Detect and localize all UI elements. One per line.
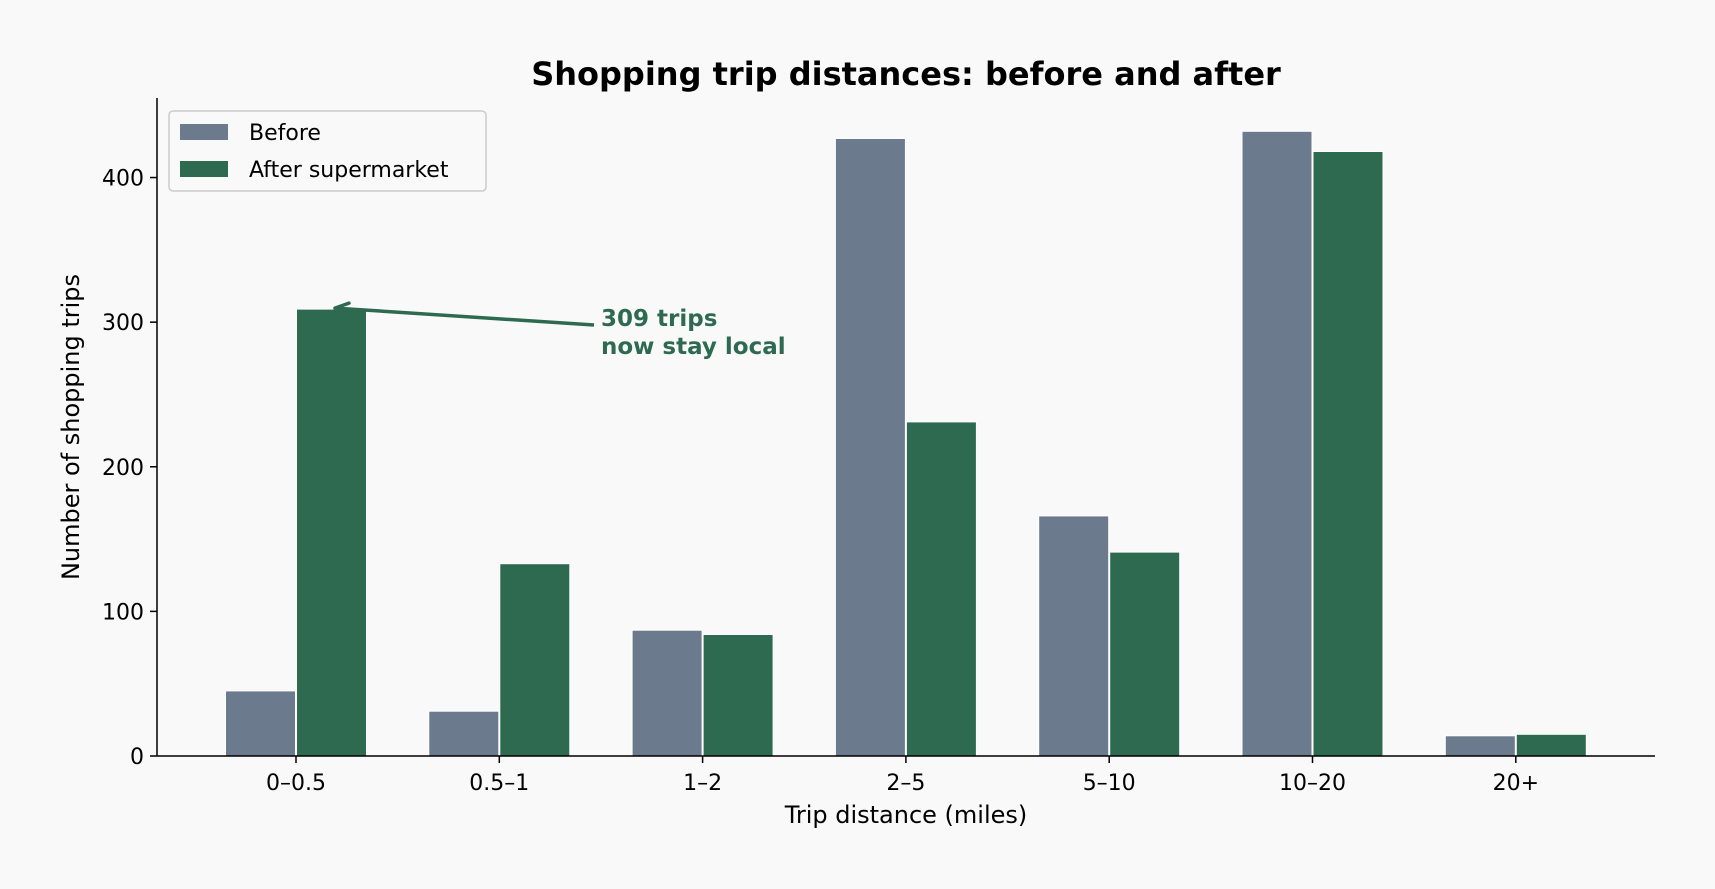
y-tick-label: 0: [130, 745, 144, 770]
x-tick-label: 5–10: [1083, 771, 1136, 796]
legend-label-after: After supermarket: [249, 158, 449, 183]
legend: Before After supermarket: [168, 110, 487, 192]
annotation-line-1: 309 trips: [601, 306, 717, 332]
bar-before-3: [834, 138, 906, 757]
bar-before-2: [631, 629, 703, 757]
bar-after-2: [702, 634, 774, 757]
bar-after-3: [905, 421, 977, 757]
y-tick-label: 200: [102, 456, 144, 481]
y-axis-label: Number of shopping trips: [57, 274, 85, 580]
x-tick-label: 1–2: [683, 771, 722, 796]
annotation-arrow: [334, 306, 595, 327]
x-tick-label: 10–20: [1279, 771, 1346, 796]
bar-before-4: [1038, 515, 1110, 757]
bar-after-6: [1515, 733, 1587, 757]
x-tick-label: 0.5–1: [469, 771, 529, 796]
bar-after-4: [1109, 551, 1181, 757]
annotation-arrow-head: [333, 301, 351, 319]
x-tick-label: 0–0.5: [266, 771, 326, 796]
y-tick-label: 400: [102, 167, 144, 192]
chart-title: Shopping trip distances: before and afte…: [531, 55, 1281, 93]
legend-swatch-before: [180, 124, 228, 140]
bar-after-1: [499, 563, 571, 757]
x-axis-label: Trip distance (miles): [784, 801, 1028, 829]
y-ticks-group: 0 100 200 300 400: [102, 167, 157, 770]
legend-label-before: Before: [249, 121, 321, 146]
legend-box: [168, 110, 487, 192]
y-tick-label: 300: [102, 311, 144, 336]
bar-after-0: [296, 308, 367, 757]
annotation-line-2: now stay local: [601, 334, 786, 360]
y-tick-label: 100: [102, 600, 144, 625]
annotation: 309 trips now stay local: [333, 301, 786, 360]
x-tick-label: 2–5: [886, 771, 925, 796]
bar-before-5: [1241, 130, 1313, 757]
bar-before-6: [1444, 735, 1516, 757]
bar-before-1: [428, 710, 500, 757]
legend-swatch-after: [180, 161, 228, 177]
bar-before-0: [225, 690, 296, 757]
annotation-text: 309 trips now stay local: [601, 306, 786, 360]
bars-group: [225, 130, 1587, 757]
bar-after-5: [1312, 151, 1384, 757]
x-tick-label: 20+: [1493, 771, 1539, 796]
x-ticks-group: 0–0.5 0.5–1 1–2 2–5 5–10 10–20 20+: [266, 756, 1539, 796]
